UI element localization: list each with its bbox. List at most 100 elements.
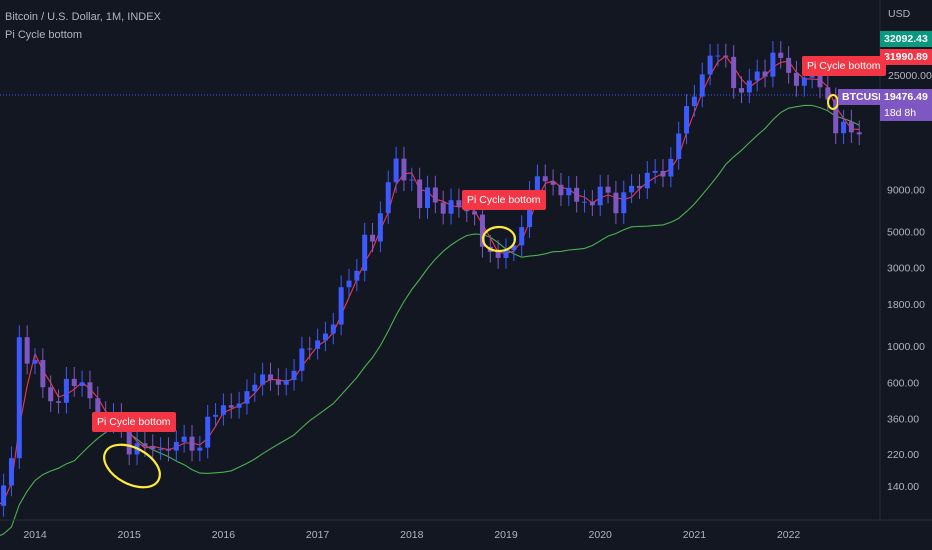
candle-body bbox=[401, 158, 407, 181]
candle-body bbox=[558, 184, 564, 196]
candle-body bbox=[715, 55, 721, 57]
candle-body bbox=[605, 186, 611, 193]
candle-body bbox=[495, 251, 501, 258]
candle-body bbox=[613, 192, 619, 214]
candle-body bbox=[432, 187, 438, 203]
candle-body bbox=[754, 71, 760, 81]
candle-body bbox=[660, 170, 666, 177]
candle-body bbox=[597, 186, 603, 206]
candle-body bbox=[417, 179, 423, 209]
y-tick-label: 140.00 bbox=[887, 481, 919, 493]
candle-body bbox=[87, 382, 93, 399]
candle-body bbox=[346, 280, 352, 288]
candle-body bbox=[330, 324, 336, 334]
candle-body bbox=[448, 200, 454, 214]
candle-body bbox=[32, 360, 38, 364]
candle-body bbox=[362, 234, 368, 271]
candle-body bbox=[699, 74, 705, 97]
candle-body bbox=[707, 55, 713, 75]
candle-body bbox=[770, 52, 776, 77]
candle-body bbox=[472, 211, 478, 215]
x-tick-label: 2021 bbox=[683, 529, 707, 541]
candle-body bbox=[723, 55, 729, 57]
candle-body bbox=[786, 57, 792, 73]
last-price-tag: 19476.49 bbox=[880, 89, 932, 105]
candle-body bbox=[244, 391, 250, 404]
candle-body bbox=[150, 446, 156, 450]
candle-body bbox=[691, 96, 697, 107]
highlight-circle-2018 bbox=[481, 225, 517, 253]
candle-body bbox=[519, 227, 525, 246]
price-tag-ma: 31990.89 bbox=[880, 49, 932, 65]
candle-body bbox=[354, 270, 360, 281]
x-tick-label: 2018 bbox=[400, 529, 424, 541]
y-tick-label: 5000.00 bbox=[887, 226, 925, 238]
pi-cycle-label-2015: Pi Cycle bottom bbox=[92, 412, 176, 432]
candle-body bbox=[542, 176, 548, 182]
candle-body bbox=[574, 187, 580, 202]
candle-body bbox=[652, 170, 658, 173]
candle-body bbox=[283, 379, 289, 385]
candle-body bbox=[676, 133, 682, 159]
chart-title: Bitcoin / U.S. Dollar, 1M, INDEX bbox=[5, 11, 161, 23]
x-tick-label: 2022 bbox=[777, 529, 801, 541]
candle-body bbox=[275, 379, 281, 385]
candle-body bbox=[377, 213, 383, 242]
y-tick-label: 220.00 bbox=[887, 449, 919, 461]
candle-body bbox=[731, 56, 737, 89]
candle-body bbox=[56, 401, 62, 403]
candle-body bbox=[158, 449, 164, 451]
x-tick-label: 2017 bbox=[306, 529, 330, 541]
candle-body bbox=[63, 378, 69, 403]
x-tick-label: 2020 bbox=[589, 529, 613, 541]
candle-body bbox=[79, 382, 85, 386]
candle-body bbox=[260, 374, 266, 385]
x-tick-label: 2015 bbox=[118, 529, 142, 541]
y-tick-label: 1000.00 bbox=[887, 341, 925, 353]
candle-body bbox=[856, 132, 862, 135]
candle-body bbox=[621, 192, 627, 214]
candle-body bbox=[48, 387, 54, 402]
candle-body bbox=[181, 436, 187, 442]
x-tick-label: 2019 bbox=[494, 529, 518, 541]
candle-body bbox=[322, 333, 328, 341]
price-tick-25000: 25000.00 bbox=[884, 68, 932, 84]
candle-body bbox=[338, 287, 344, 325]
candle-body bbox=[8, 458, 14, 486]
countdown-tag: 18d 8h bbox=[880, 105, 932, 121]
candle-body bbox=[589, 201, 595, 206]
candle-body bbox=[503, 250, 509, 258]
candle-body bbox=[197, 447, 203, 451]
candle-body bbox=[213, 414, 219, 417]
candle-body bbox=[291, 370, 297, 380]
x-tick-label: 2014 bbox=[23, 529, 47, 541]
candle-body bbox=[40, 360, 46, 388]
pi-cycle-label-2018: Pi Cycle bottom bbox=[462, 190, 546, 210]
candle-body bbox=[236, 403, 242, 408]
candle-body bbox=[841, 121, 847, 134]
candle-body bbox=[793, 72, 799, 86]
x-tick-label: 2016 bbox=[212, 529, 236, 541]
candle-body bbox=[370, 234, 376, 242]
candle-body bbox=[299, 348, 305, 371]
candle-body bbox=[825, 87, 831, 100]
candle-body bbox=[142, 443, 148, 447]
symbol-tag: BTCUSD bbox=[838, 89, 886, 105]
pi-cycle-label-2022: Pi Cycle bottom bbox=[802, 56, 886, 76]
y-tick-label: 3000.00 bbox=[887, 263, 925, 275]
candle-body bbox=[205, 416, 211, 448]
currency-label: USD bbox=[888, 8, 911, 20]
candle-body bbox=[636, 185, 642, 189]
y-tick-label: 360.00 bbox=[887, 414, 919, 426]
candle-body bbox=[848, 121, 854, 133]
candle-body bbox=[307, 348, 313, 350]
candle-body bbox=[252, 384, 258, 392]
candle-body bbox=[71, 378, 77, 386]
candle-body bbox=[739, 88, 744, 93]
candle-body bbox=[550, 181, 556, 185]
candle-body bbox=[801, 77, 807, 86]
price-tag-high: 32092.43 bbox=[880, 31, 932, 47]
candle-body bbox=[440, 202, 446, 214]
candle-body bbox=[165, 449, 171, 451]
